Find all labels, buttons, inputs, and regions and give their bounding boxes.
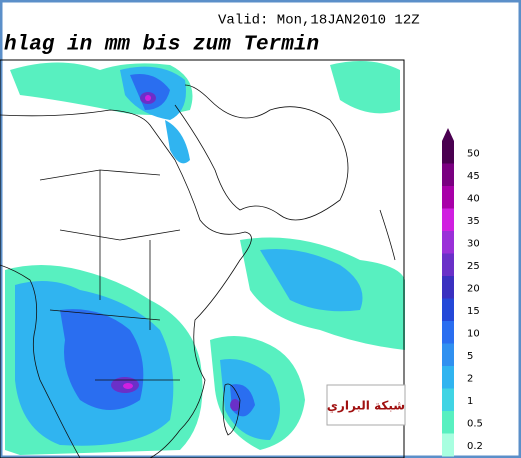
color-legend: 50 45 40 35 30 25 20 15 10 5 2 1 0.5 0.2 — [442, 128, 483, 457]
legend-swatch — [442, 343, 454, 367]
legend-label: 10 — [467, 328, 480, 339]
watermark: شبكة البراري — [327, 399, 405, 413]
legend-swatch — [442, 276, 454, 299]
legend-swatch — [442, 186, 454, 209]
legend-swatch — [442, 231, 454, 254]
legend-label: 35 — [467, 216, 480, 227]
legend-label: 20 — [467, 283, 480, 294]
legend-label: 5 — [467, 351, 473, 362]
map-frame — [0, 59, 405, 458]
legend-swatch — [442, 411, 454, 434]
precip-areas — [5, 61, 405, 455]
legend-swatch — [442, 298, 454, 322]
legend-label: 1 — [467, 396, 473, 407]
legend-label: 25 — [467, 261, 480, 272]
legend-swatch — [442, 433, 454, 457]
valid-time: Valid: Mon,18JAN2010 12Z — [218, 13, 420, 29]
legend-label: 0.5 — [467, 418, 483, 429]
legend-label: 40 — [467, 193, 480, 204]
legend-label: 50 — [467, 148, 480, 159]
legend-swatch — [442, 388, 454, 412]
legend-swatch — [442, 321, 454, 344]
watermark-box — [326, 384, 406, 426]
legend-swatch — [442, 208, 454, 232]
legend-swatch — [442, 163, 454, 187]
legend-arrow — [442, 128, 454, 141]
legend-label: 0.2 — [467, 441, 483, 452]
legend-label: 30 — [467, 238, 480, 249]
legend-swatch — [442, 141, 454, 164]
legend-swatch — [442, 366, 454, 389]
legend-label: 2 — [467, 373, 473, 384]
legend-swatch — [442, 253, 454, 277]
legend-label: 15 — [467, 306, 480, 317]
legend-label: 45 — [467, 171, 480, 182]
map-title: hlag in mm bis zum Termin — [4, 34, 319, 57]
coastlines — [0, 84, 396, 458]
